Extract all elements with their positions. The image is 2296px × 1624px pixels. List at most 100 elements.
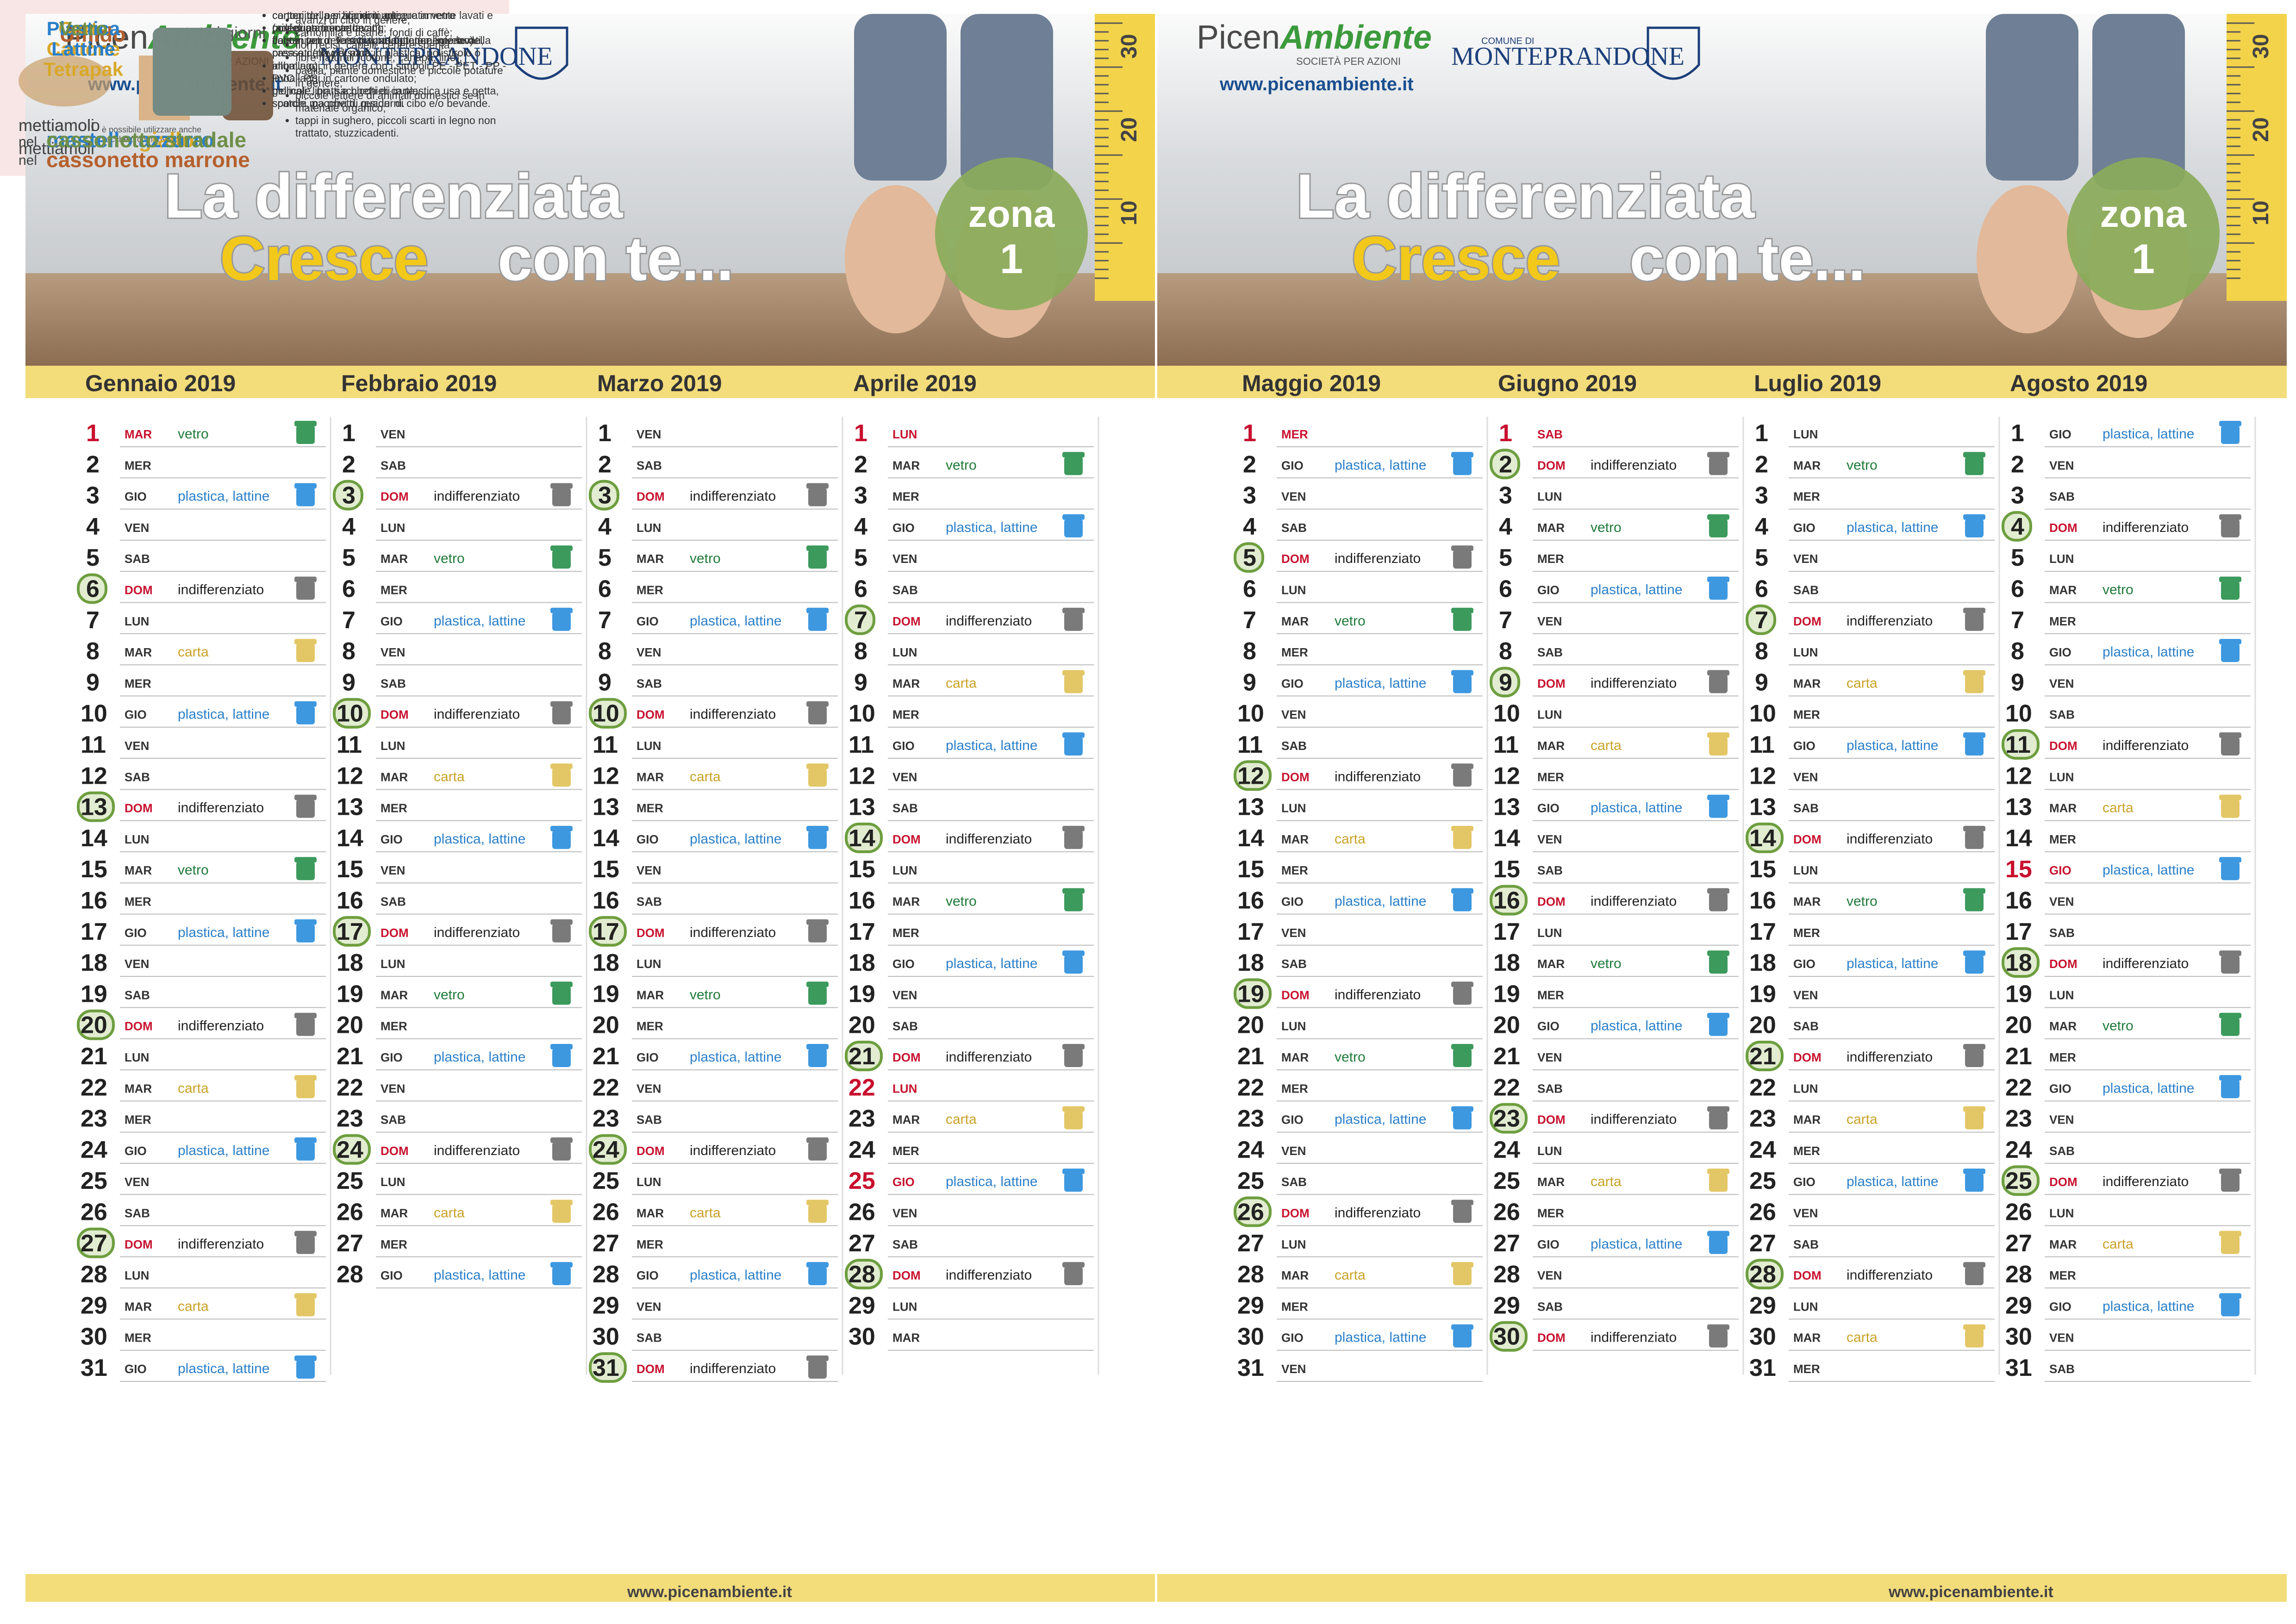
bin-body (2221, 1235, 2240, 1254)
bin-body (808, 487, 827, 506)
weekday: GIO (1537, 583, 1560, 597)
bin-body (1709, 1017, 1728, 1036)
weekday: MAR (1281, 614, 1309, 628)
bin-lid (1707, 732, 1729, 738)
weekday: DOM (1793, 832, 1822, 846)
weekday: DOM (125, 1237, 153, 1251)
weekday: MAR (1793, 676, 1821, 690)
sunday-circle (1234, 760, 1272, 791)
day-number: 25 (81, 1168, 107, 1194)
day-number: 14 (849, 825, 875, 852)
collection: carta (1847, 675, 1878, 691)
collection: indifferenziato (178, 1237, 264, 1252)
legend-item: flaconi per detersivi e prodotti per l'i… (272, 34, 508, 59)
day-number: 12 (1237, 762, 1264, 789)
bin-lid (550, 919, 573, 925)
weekday: DOM (1793, 1268, 1822, 1282)
day-number: 22 (1749, 1074, 1776, 1101)
bin-body (808, 612, 827, 631)
day-number: 6 (86, 576, 100, 603)
day-number: 25 (849, 1168, 875, 1194)
bin-lid (550, 1199, 573, 1206)
weekday: GIO (1281, 1113, 1304, 1127)
weekday: MAR (636, 552, 664, 566)
weekday: VEN (892, 552, 917, 566)
day-number: 24 (81, 1137, 107, 1163)
day-number: 9 (854, 669, 867, 696)
weekday: SAB (636, 1331, 662, 1345)
weekday: VEN (125, 1175, 149, 1189)
day-number: 15 (1493, 856, 1520, 883)
collection: carta (1847, 1112, 1878, 1127)
bin-lid (550, 981, 573, 987)
zone-badge (935, 157, 1088, 310)
day-number: 5 (342, 544, 356, 571)
day-number: 10 (2005, 700, 2032, 727)
weekday: LUN (892, 1299, 917, 1313)
weekday: DOM (381, 1144, 409, 1158)
weekday: LUN (1281, 801, 1306, 815)
weekday: SAB (1793, 583, 1819, 597)
weekday: VEN (892, 770, 917, 784)
collection: indifferenziato (690, 925, 776, 940)
bin-body (296, 1298, 315, 1317)
weekday: DOM (125, 1019, 153, 1033)
yellow-band (25, 366, 1155, 398)
collection: vetro (1335, 1049, 1366, 1065)
day-number: 13 (593, 794, 619, 821)
weekday: SAB (1537, 863, 1563, 877)
bin-body (1453, 830, 1472, 849)
weekday: MER (1793, 708, 1820, 722)
weekday: MAR (892, 895, 920, 909)
day-number: 3 (854, 482, 867, 509)
bin-lid (2219, 1293, 2241, 1299)
bin-body (2221, 1017, 2240, 1036)
collection: indifferenziato (434, 1143, 520, 1158)
legend-items: contenitori per liquidi in genere in vet… (259, 9, 506, 47)
weekday: GIO (1537, 801, 1560, 815)
day-number: 9 (86, 669, 100, 696)
day-number: 18 (1493, 949, 1520, 976)
bin-body (1965, 675, 1984, 693)
day-number: 6 (2011, 576, 2024, 603)
weekday: MAR (1537, 521, 1565, 535)
sunday-circle (77, 1009, 115, 1040)
day-number: 11 (1749, 731, 1775, 758)
month-title: Giugno 2019 (1498, 370, 1637, 396)
sunday-circle (333, 480, 363, 511)
weekday: MAR (125, 1299, 152, 1313)
day-number: 5 (86, 544, 100, 571)
bin-body (552, 487, 571, 506)
day-number: 1 (2011, 420, 2024, 447)
jeans (2092, 14, 2185, 190)
weekday: GIO (636, 614, 659, 628)
weekday: SAB (636, 895, 662, 909)
bin-lid (1062, 452, 1085, 458)
collection: plastica, lattine (690, 1049, 781, 1065)
bin-lid (1451, 1044, 1473, 1049)
day-number: 9 (1499, 669, 1512, 696)
bin-body (1709, 1329, 1728, 1348)
weekday: DOM (1281, 770, 1310, 784)
bin-lid (1707, 1324, 1729, 1330)
jeans (1986, 14, 2078, 181)
bin-lid (294, 421, 317, 426)
weekday: SAB (1793, 801, 1819, 815)
sunday-circle (77, 791, 115, 822)
day-number: 28 (81, 1261, 107, 1288)
day-number: 21 (1237, 1043, 1264, 1070)
bin-body (2221, 425, 2240, 444)
sunday-circle (1746, 1259, 1784, 1290)
day-number: 10 (1493, 700, 1520, 727)
weekday: LUN (2049, 988, 2074, 1002)
collection: indifferenziato (1591, 457, 1677, 473)
weekday: SAB (2049, 926, 2075, 940)
day-number: 27 (337, 1230, 363, 1257)
bin-lid (806, 545, 829, 551)
weekday: MER (1793, 490, 1820, 504)
month-title: Aprile 2019 (853, 370, 977, 396)
sunday-circle (333, 1134, 371, 1165)
legend-item: giornali, libri, sacchetti di carta; (272, 85, 508, 97)
day-number: 19 (1493, 981, 1520, 1007)
day-number: 13 (337, 794, 363, 821)
